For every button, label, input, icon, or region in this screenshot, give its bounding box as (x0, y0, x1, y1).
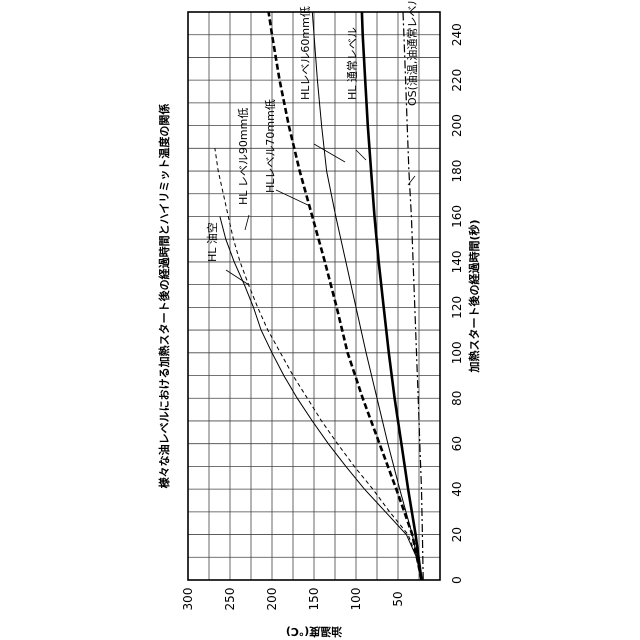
series-label-5: HL 通常レベル (346, 27, 359, 100)
series-label-6: OS(油温,油通常レベル) (405, 0, 419, 106)
x-tick-label: 100 (450, 341, 464, 364)
x-tick-label: 200 (450, 114, 464, 137)
x-tick-label: 220 (450, 69, 464, 92)
series-leader-5 (356, 150, 366, 160)
series-label-4: HLレベル60mm低 (299, 6, 312, 100)
x-tick-label: 240 (450, 23, 464, 46)
x-tick-label: 0 (450, 576, 464, 584)
y-tick-label: 150 (307, 588, 321, 611)
chart-title: 様々な油レベルにおける加熱スタート後の経過時間とハイリミット温度の関係 (157, 104, 171, 489)
series-lines (215, 12, 423, 580)
y-tick-label: 250 (223, 588, 237, 611)
series-label-1: HL 油空 (205, 222, 219, 262)
x-tick-label: 20 (450, 527, 464, 542)
x-tick-label: 180 (450, 160, 464, 183)
series-labels: HL 油空 HL レベル90mm低 HLレベル70mm低 HLレベル60mm低 HL 通… (205, 0, 419, 285)
y-axis-label: 油温度(℃) (286, 625, 342, 639)
x-axis-label: 加熱スタート後の経過時間(秒) (467, 219, 481, 373)
x-tick-label: 160 (450, 205, 464, 228)
x-tick-label: 140 (450, 250, 464, 273)
y-tick-label: 300 (181, 588, 195, 611)
grid (188, 12, 440, 580)
y-tick-label: 50 (391, 591, 405, 606)
x-tick-label: 60 (450, 436, 464, 451)
series-leader-2 (245, 215, 249, 230)
tick-labels: 0 20 40 60 80 100 120 140 160 180 200 220 240 50 100 15… (181, 23, 464, 610)
series-label-3: HLレベル70mm低 (264, 99, 277, 193)
x-tick-label: 80 (450, 391, 464, 406)
y-tick-label: 200 (265, 588, 279, 611)
y-tick-label: 100 (349, 588, 363, 611)
x-tick-label: 40 (450, 481, 464, 496)
x-tick-label: 120 (450, 296, 464, 319)
series-label-2: HL レベル90mm低 (237, 108, 250, 205)
series-leader-4 (314, 144, 345, 162)
